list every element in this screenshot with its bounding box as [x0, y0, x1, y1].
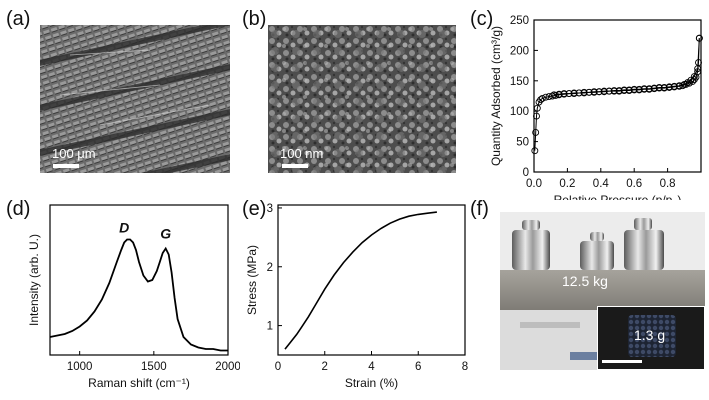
c-plot-frame [533, 19, 702, 173]
weight-left [512, 220, 550, 270]
scale-label-a: 100 μm [52, 146, 96, 161]
sample-inset-image [598, 307, 704, 369]
c-ylabel: Quantity Adsorbed (cm³/g) [489, 26, 503, 166]
weight-middle [580, 232, 614, 270]
sem-image-a [40, 25, 230, 173]
c-data-point [605, 87, 613, 95]
c-xtick-label: 0.6 [626, 178, 642, 190]
c-ytick-label: 50 [516, 137, 529, 149]
c-data-point [565, 90, 573, 98]
c-data-point [542, 93, 550, 101]
c-data-point [555, 90, 563, 98]
c-ytick-label: 200 [510, 45, 529, 57]
c-data-point [684, 79, 692, 87]
c-xtick-label: 0.0 [526, 178, 542, 190]
c-data-point [670, 82, 678, 90]
d-xtick-label: 1000 [67, 361, 93, 373]
c-ytick-label: 0 [523, 167, 529, 179]
c-xtick-label: 0.2 [559, 178, 575, 190]
sem-image-b [268, 25, 456, 173]
e-xtick-label: 6 [415, 361, 421, 373]
weight-right [624, 218, 664, 270]
e-xtick-label: 2 [322, 361, 328, 373]
sample-inset [597, 306, 705, 370]
c-data-point [645, 85, 653, 93]
panel-label-d: (d) [6, 198, 31, 220]
c-data-point [550, 91, 558, 99]
c-data-point [675, 82, 683, 90]
panel-label-a: (a) [6, 8, 31, 30]
chart-d: 1000 1500 2000 Raman shift (cm⁻¹) Intensity … [27, 204, 240, 390]
c-data-point [660, 84, 668, 91]
scale-label-b: 100 nm [280, 146, 324, 161]
scale-bar-b [282, 164, 308, 168]
c-data-point [585, 88, 593, 96]
panel-label-b: (b) [242, 8, 267, 30]
c-data-point [532, 129, 540, 136]
c-data-point [575, 89, 583, 97]
sem-image-a-texture [40, 25, 230, 173]
d-plot-frame [49, 204, 229, 356]
d-xtick-label: 2000 [215, 361, 240, 373]
c-data-point [600, 87, 608, 95]
c-data-point [533, 112, 540, 120]
c-data-point [665, 83, 673, 91]
c-data-point [548, 92, 556, 100]
d-annotation-D: D [119, 220, 129, 236]
d-xlabel: Raman shift (cm⁻¹) [88, 376, 190, 390]
c-data-point [694, 65, 702, 73]
c-data-point [695, 34, 703, 42]
c-data-point [620, 86, 628, 94]
c-data-point [531, 147, 539, 155]
c-data-point [625, 86, 633, 94]
panel-label-e: (e) [242, 198, 267, 220]
c-series-line-0 [534, 38, 700, 151]
e-ylabel: Stress (MPa) [245, 245, 259, 315]
c-data-point [538, 94, 546, 102]
c-data-point [560, 90, 568, 98]
chart-e: 0 2 4 6 8 1 2 3 Strain (%) Stress (MPa) [245, 203, 468, 390]
c-data-point [590, 88, 598, 96]
d-xtick-label: 1500 [141, 361, 167, 373]
c-data-point [635, 85, 643, 93]
c-data-point [580, 88, 588, 96]
scale-bar-a [53, 164, 79, 168]
d-annotation-G: G [160, 226, 171, 242]
c-xtick-label: 0.4 [593, 178, 610, 190]
c-ytick-label: 150 [510, 76, 529, 88]
e-xtick-label: 0 [275, 361, 281, 373]
c-data-point [570, 89, 578, 97]
e-ytick-label: 3 [267, 203, 273, 215]
e-ytick-label: 2 [267, 262, 273, 274]
c-data-point [655, 84, 663, 91]
panel-label-c: (c) [470, 8, 494, 30]
e-xtick-label: 8 [462, 361, 468, 373]
c-xlabel: Relative Pressure (p/p₀) [554, 193, 682, 200]
d-series-line-0 [49, 238, 228, 352]
c-data-point [615, 87, 623, 94]
weight-label: 12.5 kg [562, 273, 608, 289]
chart-c: 0.0 0.2 0.4 0.6 0.8 0 50 100 150 200 250 Relative P… [489, 15, 703, 200]
c-xtick-label: 0.8 [660, 178, 676, 190]
c-data-point [650, 84, 658, 92]
c-ytick-label: 100 [510, 106, 529, 118]
c-data-point [610, 87, 618, 94]
d-ylabel: Intensity (arb. U.) [27, 234, 41, 326]
e-plot-frame [277, 204, 466, 356]
c-data-point [680, 80, 688, 88]
sem-image-b-texture [268, 25, 456, 173]
c-data-point [630, 85, 638, 93]
c-data-point [595, 88, 603, 96]
e-ytick-label: 1 [267, 321, 273, 333]
c-series-line-1 [553, 38, 700, 96]
e-series-line-0 [284, 211, 437, 350]
panel-label-f: (f) [470, 198, 489, 220]
concrete-slab [500, 270, 705, 310]
c-data-point [533, 104, 541, 112]
e-xtick-label: 4 [368, 361, 375, 373]
c-data-point [640, 85, 648, 93]
e-xlabel: Strain (%) [345, 376, 398, 390]
c-ytick-label: 250 [510, 15, 529, 27]
sample-label: 1.3 g [634, 327, 666, 343]
